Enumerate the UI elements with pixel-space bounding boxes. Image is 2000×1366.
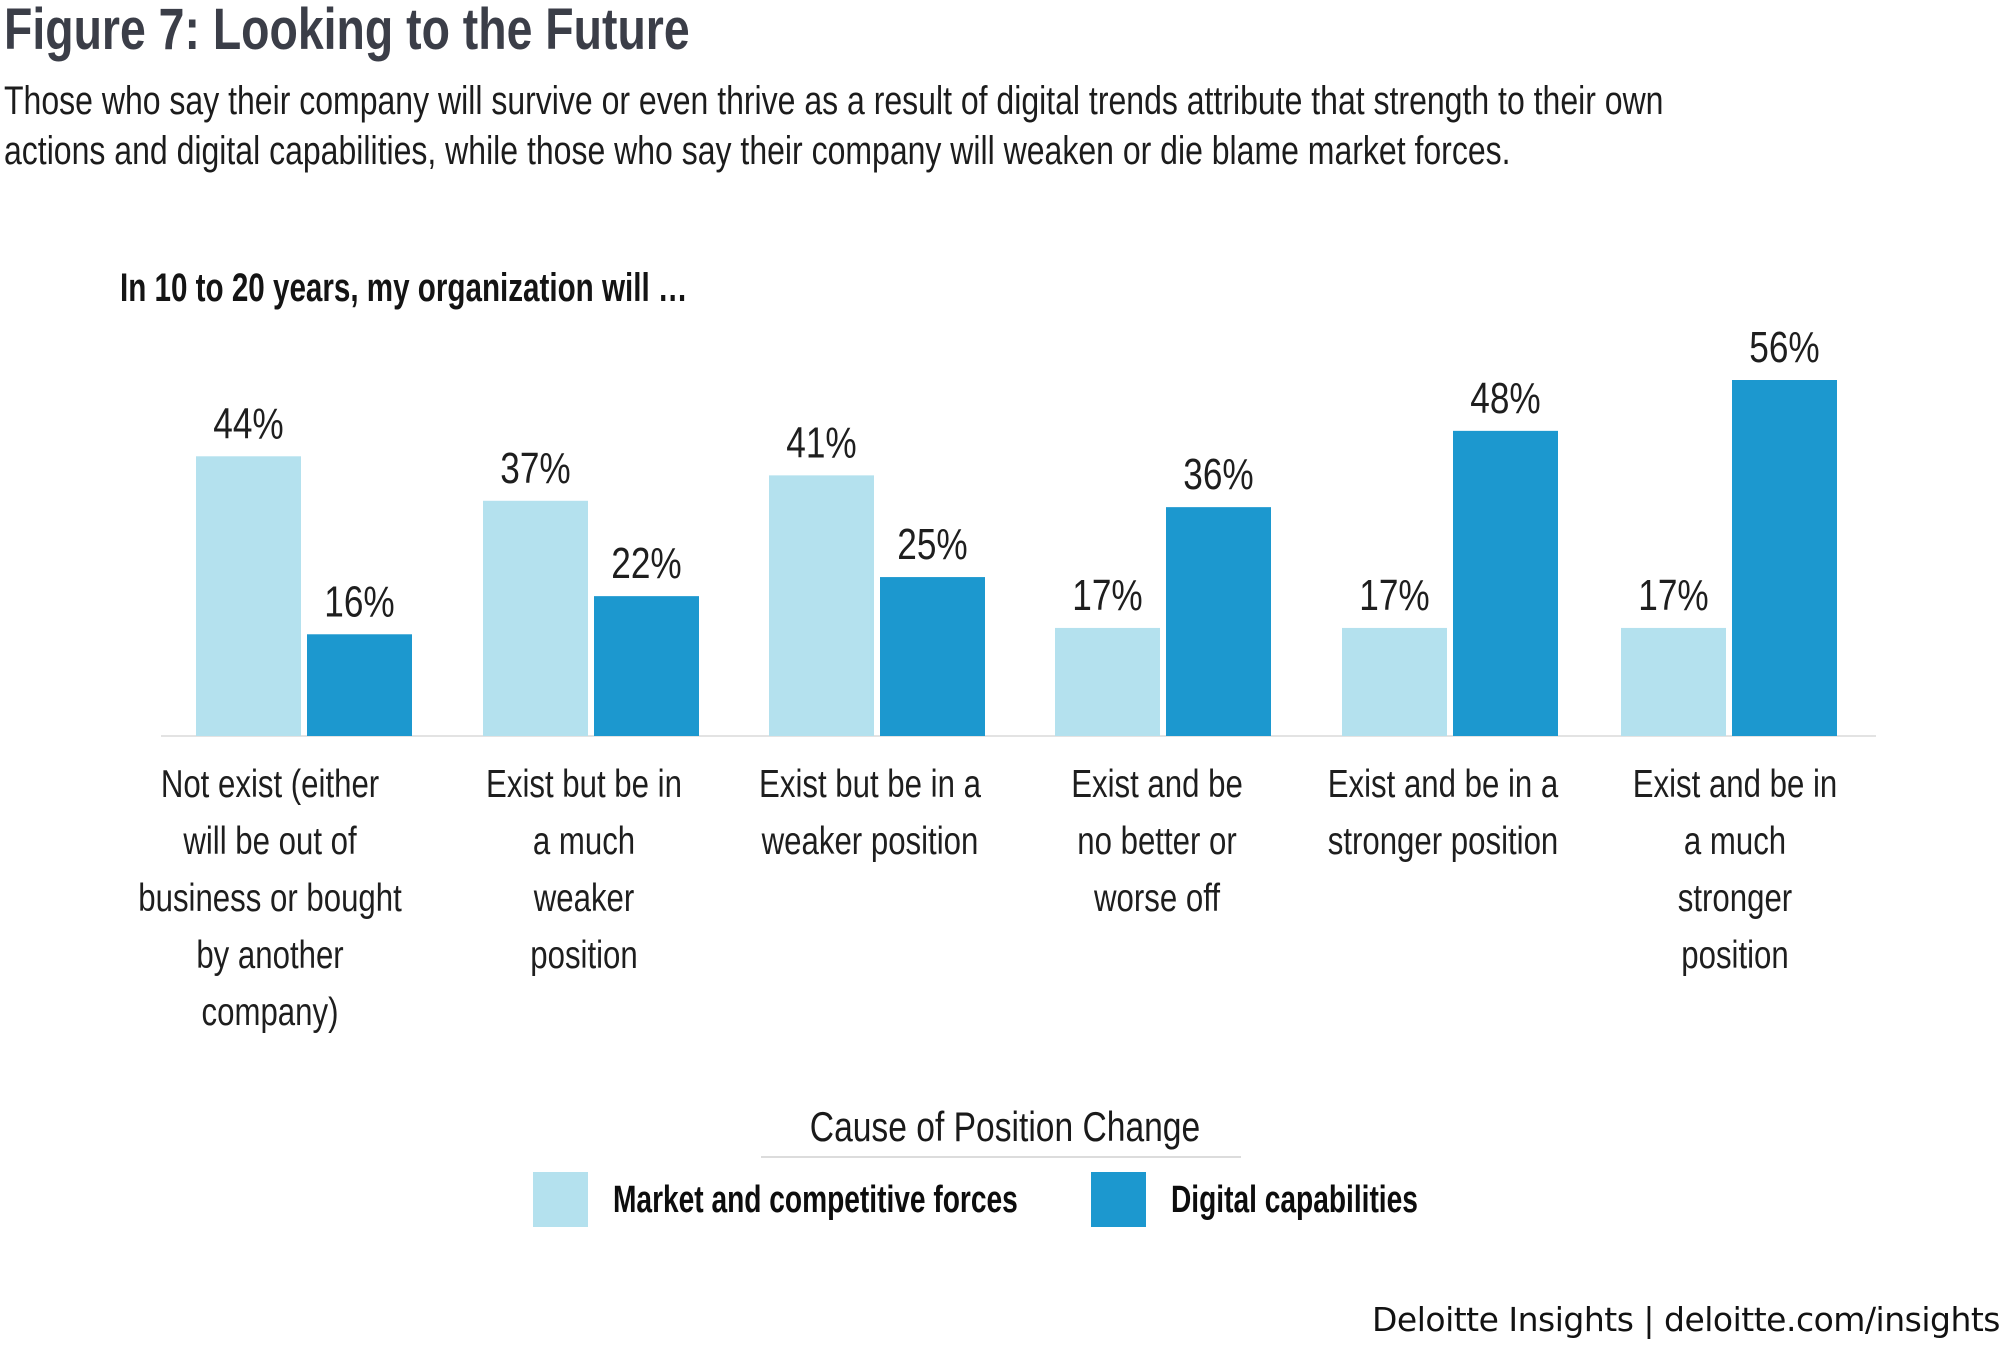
x-tick-label: position	[530, 934, 637, 977]
data-label: 41%	[786, 419, 856, 468]
footer-source: Deloitte Insights | deloitte.com/insight…	[1372, 1300, 2000, 1339]
x-tick-label: a much	[1684, 820, 1786, 863]
category-labels-layer: Not exist (either will be out of business …	[138, 763, 1837, 1034]
x-tick-label: position	[1681, 934, 1788, 977]
figure-description: Those who say their company will survive…	[4, 76, 2000, 176]
x-tick-label: worse off	[1093, 877, 1220, 920]
x-tick-label: Exist and be in	[1633, 763, 1838, 806]
x-tick-label: weaker position	[761, 820, 979, 863]
x-tick-label: Exist but be in	[486, 763, 682, 806]
bars-layer	[196, 380, 1837, 736]
x-tick-label: by another	[196, 934, 344, 977]
bar-digital-capabilities	[594, 596, 699, 736]
bar-market-forces	[1621, 627, 1726, 736]
chart-title: In 10 to 20 years, my organization will …	[120, 266, 688, 310]
x-tick-label: Exist and be in a	[1328, 763, 1559, 806]
legend-swatch-digital-capabilities	[1091, 1172, 1146, 1227]
x-tick-label: business or bought	[138, 877, 402, 920]
x-tick-label: weaker	[533, 877, 635, 920]
x-tick-label: a much	[533, 820, 635, 863]
data-label: 17%	[1072, 571, 1142, 620]
x-tick-label: Not exist (either	[161, 763, 380, 806]
data-label: 17%	[1359, 571, 1429, 620]
legend-title: Cause of Position Change	[761, 1098, 1241, 1158]
bar-market-forces	[1342, 627, 1447, 736]
bar-market-forces	[196, 456, 301, 736]
legend-label-digital-capabilities: Digital capabilities	[1171, 1179, 1418, 1221]
x-tick-label: will be out of	[182, 820, 356, 863]
bar-chart: 44% 16% 37% 22% 41% 25% 17% 36% 17% 48% 17% 56% Not…	[138, 323, 1876, 1034]
x-tick-label: stronger position	[1328, 820, 1559, 863]
bar-digital-capabilities	[880, 577, 985, 736]
data-label: 56%	[1749, 323, 1819, 372]
bar-digital-capabilities	[1453, 430, 1558, 736]
x-tick-label: Exist but be in a	[759, 763, 981, 806]
x-tick-label: no better or	[1077, 820, 1237, 863]
data-label: 36%	[1183, 450, 1253, 499]
data-label: 44%	[213, 400, 283, 449]
bar-market-forces	[483, 500, 588, 736]
value-labels-layer: 44% 16% 37% 22% 41% 25% 17% 36% 17% 48% 17% 56%	[213, 323, 1819, 626]
description-line: actions and digital capabilities, while …	[4, 129, 1511, 173]
data-label: 17%	[1638, 571, 1708, 620]
x-tick-label: stronger	[1678, 877, 1793, 920]
x-tick-label: Exist and be	[1071, 763, 1243, 806]
bar-digital-capabilities	[307, 634, 412, 736]
description-line: Those who say their company will survive…	[4, 79, 1664, 123]
data-label: 22%	[611, 539, 681, 588]
legend-label-market-forces: Market and competitive forces	[613, 1179, 1018, 1221]
legend-swatch-market-forces	[533, 1172, 588, 1227]
bar-market-forces	[1055, 627, 1160, 736]
figure-title: Figure 7: Looking to the Future	[4, 0, 690, 62]
data-label: 16%	[324, 578, 394, 627]
x-tick-label: company)	[202, 991, 339, 1034]
bar-digital-capabilities	[1166, 507, 1271, 736]
bar-digital-capabilities	[1732, 380, 1837, 736]
data-label: 37%	[500, 444, 570, 493]
bar-market-forces	[769, 475, 874, 736]
data-label: 48%	[1470, 374, 1540, 423]
data-label: 25%	[897, 520, 967, 569]
